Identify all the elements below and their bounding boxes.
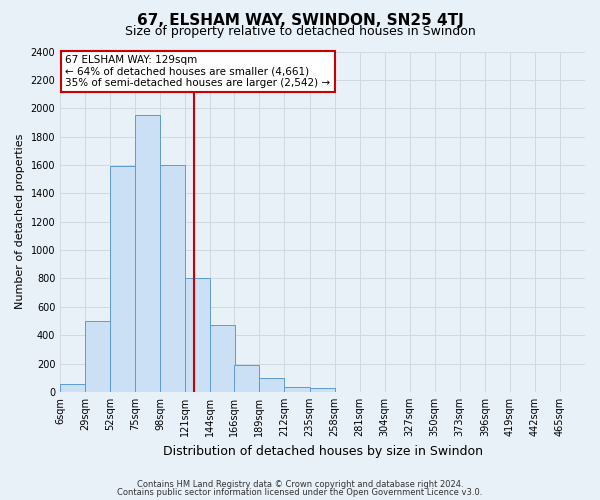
- Bar: [160, 165, 185, 392]
- Bar: [310, 388, 335, 392]
- Text: 67 ELSHAM WAY: 129sqm
← 64% of detached houses are smaller (4,661)
35% of semi-d: 67 ELSHAM WAY: 129sqm ← 64% of detached …: [65, 55, 331, 88]
- Bar: [135, 116, 160, 392]
- Text: Contains HM Land Registry data © Crown copyright and database right 2024.: Contains HM Land Registry data © Crown c…: [137, 480, 463, 489]
- Text: Size of property relative to detached houses in Swindon: Size of property relative to detached ho…: [125, 25, 475, 38]
- Bar: [235, 365, 259, 392]
- Bar: [110, 166, 135, 392]
- Bar: [85, 321, 110, 392]
- Bar: [185, 278, 211, 392]
- X-axis label: Distribution of detached houses by size in Swindon: Distribution of detached houses by size …: [163, 444, 482, 458]
- Bar: [259, 378, 284, 392]
- Text: 67, ELSHAM WAY, SWINDON, SN25 4TJ: 67, ELSHAM WAY, SWINDON, SN25 4TJ: [137, 12, 463, 28]
- Bar: [211, 326, 235, 392]
- Y-axis label: Number of detached properties: Number of detached properties: [15, 134, 25, 310]
- Text: Contains public sector information licensed under the Open Government Licence v3: Contains public sector information licen…: [118, 488, 482, 497]
- Bar: [284, 387, 310, 392]
- Bar: [60, 384, 85, 392]
